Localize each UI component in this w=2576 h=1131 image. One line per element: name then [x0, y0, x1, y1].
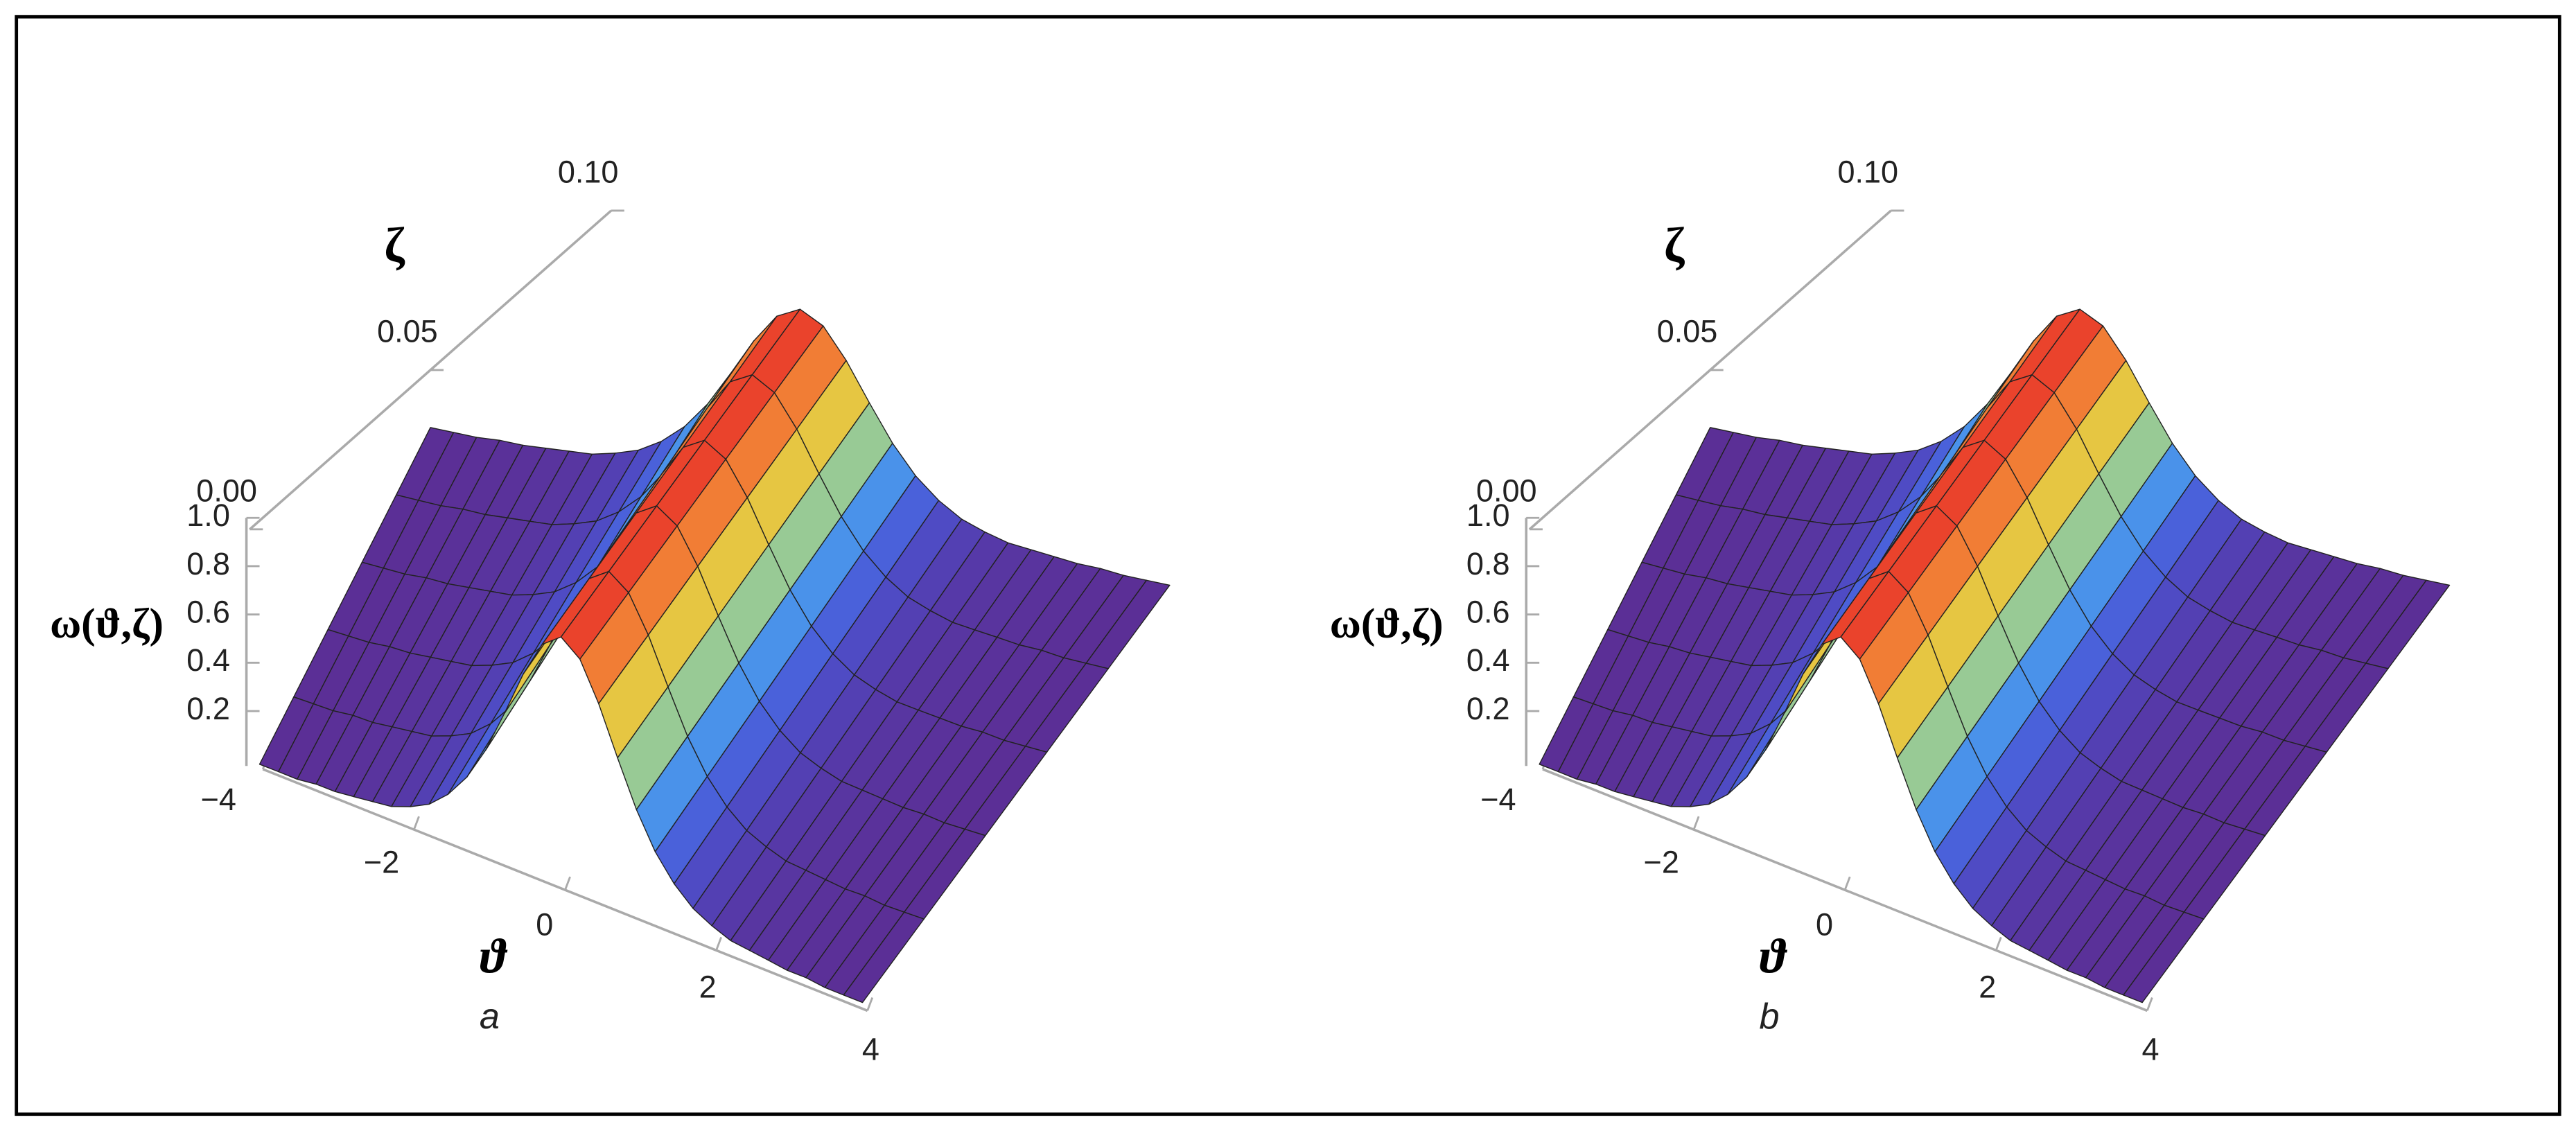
x-tick-label: 0	[1816, 906, 1833, 942]
x-tick	[715, 936, 722, 951]
x-tick-label: 0	[536, 906, 553, 942]
x-tick	[413, 816, 420, 830]
x-tick	[1995, 936, 2002, 951]
x-tick-label: −2	[1644, 844, 1679, 879]
x-tick-label: 2	[699, 969, 717, 1004]
z-tick-label: 0.4	[186, 642, 230, 678]
z-tick-label: 0.8	[186, 546, 230, 581]
z-axis-label: ω(ϑ,ζ)	[50, 600, 164, 647]
x-tick-label: −4	[201, 782, 236, 817]
y-axis-label: ζ	[1664, 218, 1685, 272]
x-tick-label: 4	[862, 1032, 879, 1067]
x-tick	[866, 997, 874, 1011]
z-tick-label: 1.0	[186, 498, 230, 533]
y-tick-label: 0.05	[1657, 314, 1718, 349]
caption: b	[1760, 997, 1780, 1037]
y-tick-label: 0.00	[196, 473, 257, 509]
panel: 0.2 0.4 0.6 0.8 1.00.00 0.05 0.10 −4 −2 0 2 4 ω(ϑ,ζ)…	[1330, 155, 2451, 1067]
x-tick-label: −2	[364, 844, 399, 879]
x-axis-label: ϑ	[1760, 930, 1788, 984]
z-tick-label: 0.4	[1466, 642, 1510, 678]
surface-patch	[2123, 911, 2205, 1003]
x-tick-label: 2	[1979, 969, 1996, 1004]
z-tick-label: 0.6	[186, 595, 230, 630]
z-tick-label: 0.8	[1466, 546, 1510, 581]
x-tick	[564, 876, 571, 891]
z-axis-label: ω(ϑ,ζ)	[1330, 600, 1444, 647]
x-tick	[1843, 876, 1851, 891]
y-tick-label: 0.00	[1476, 473, 1537, 509]
z-tick-label: 0.2	[186, 691, 230, 726]
z-tick-label: 0.6	[1466, 595, 1510, 630]
z-tick-label: 0.2	[1466, 691, 1510, 726]
x-tick	[2146, 997, 2153, 1011]
panel: 0.2 0.4 0.6 0.8 1.00.00 0.05 0.10 −4 −2 0 2 4 ω(ϑ,ζ)…	[50, 155, 1171, 1067]
y-axis-label: ζ	[384, 218, 405, 272]
y-tick-label: 0.10	[558, 155, 619, 190]
y-tick-label: 0.10	[1837, 155, 1898, 190]
z-tick-label: 1.0	[1466, 498, 1510, 533]
caption: a	[480, 997, 500, 1037]
x-axis-label: ϑ	[480, 930, 508, 984]
x-tick-label: −4	[1480, 782, 1516, 817]
x-tick-label: 4	[2142, 1032, 2159, 1067]
y-tick-label: 0.05	[377, 314, 438, 349]
x-tick	[1692, 816, 1700, 830]
surface-patch	[843, 911, 925, 1003]
